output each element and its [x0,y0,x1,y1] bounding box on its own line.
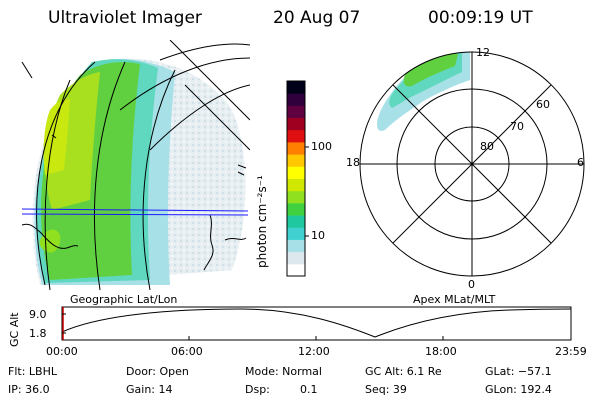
instrument-title: Ultraviolet Imager [48,8,202,28]
dsp-label: Dsp: [245,383,270,396]
glat-info: GLat: −57.1 [485,365,552,378]
colorbar-band [287,141,305,155]
colorbar-band [287,166,305,179]
polar-mlt-plot [359,51,585,277]
time-tick-0600: 06:00 [171,345,203,358]
seq-info: Seq: 39 [365,383,407,396]
colorbar-band [287,215,305,228]
time-tick-0000: 00:00 [46,345,78,358]
mlat-label-70: 70 [510,120,524,133]
colorbar-band [287,93,305,106]
mlat-label-60: 60 [536,98,550,111]
colorbar-band [287,190,305,204]
colorbar-band [287,129,305,143]
geographic-map [21,40,250,290]
altitude-track-plot [61,306,572,341]
colorbar-band [287,81,305,94]
colorbar-band [287,154,305,167]
time-tick-1800: 18:00 [425,345,457,358]
door-info: Door: Open [126,365,189,378]
intensity-colorbar [286,80,309,277]
time-tick-2359: 23:59 [555,345,587,358]
ip-info: IP: 36.0 [8,383,50,396]
colorbar-band [287,227,305,240]
colorbar-band [287,117,305,131]
mlt-label-0: 0 [468,278,475,291]
colorbar-band [287,263,305,277]
time-tick-1200: 12:00 [298,345,330,358]
dsp-value: 0.1 [300,383,318,396]
observation-date: 20 Aug 07 [273,8,361,28]
mlt-label-12: 12 [476,46,490,59]
gain-info: Gain: 14 [126,383,173,396]
colorbar-band [287,105,305,119]
geographic-caption: Geographic Lat/Lon [70,293,178,306]
colorbar-tick-10: 10 [311,229,325,242]
apex-caption: Apex MLat/MLT [413,293,496,306]
glon-info: GLon: 192.4 [485,383,552,396]
colorbar-tick-100: 100 [311,140,332,153]
map-marker [51,134,57,139]
mlt-label-18: 18 [346,156,360,169]
mlat-label-80: 80 [480,140,494,153]
mlt-label-6: 6 [577,156,584,169]
colorbar-band [287,178,305,192]
gc-alt-info: GC Alt: 6.1 Re [365,365,442,378]
mode-info: Mode: Normal [245,365,322,378]
altitude-tick-top: 9.0 [29,308,47,321]
colorbar-band [287,251,305,265]
colorbar-band [287,239,305,253]
altitude-tick-bottom: 1.8 [29,327,47,340]
map-tick-mark [21,61,33,79]
altitude-axis-label: GC Alt [8,312,21,347]
observation-time: 00:09:19 UT [428,8,533,28]
colorbar-band [287,202,305,216]
colorbar-unit-label: photon cm⁻²s⁻¹ [255,175,269,268]
filter-info: Flt: LBHL [8,365,57,378]
